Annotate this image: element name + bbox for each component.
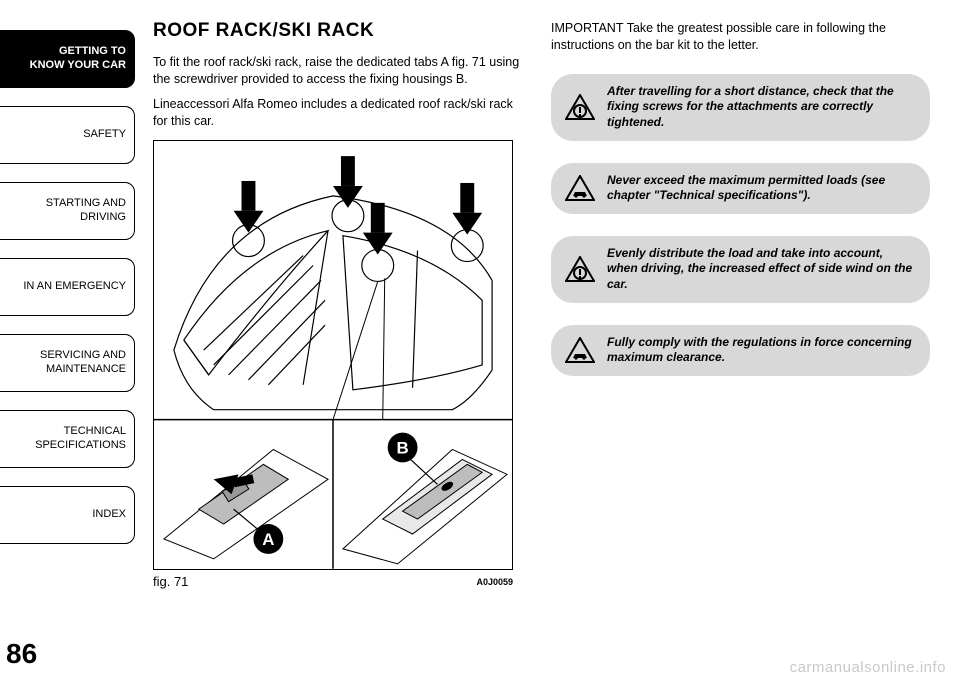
warning-info-icon <box>565 256 595 282</box>
page-number: 86 <box>0 638 135 676</box>
tab-label: TECHNICALSPECIFICATIONS <box>35 425 126 453</box>
callout: After travelling for a short distance, c… <box>551 74 930 141</box>
important-label: IMPORTANT <box>551 21 623 35</box>
tab-index[interactable]: INDEX <box>0 486 135 544</box>
paragraph: To fit the roof rack/ski rack, raise the… <box>153 54 523 88</box>
sidebar-tabs: GETTING TOKNOW YOUR CAR SAFETY STARTING … <box>0 30 135 638</box>
tab-servicing[interactable]: SERVICING ANDMAINTENANCE <box>0 334 135 392</box>
sidebar: GETTING TOKNOW YOUR CAR SAFETY STARTING … <box>0 0 135 686</box>
main-content: ROOF RACK/SKI RACK To fit the roof rack/… <box>135 0 960 686</box>
watermark: carmanualsonline.info <box>790 659 946 676</box>
paragraph: Lineaccessori Alfa Romeo includes a dedi… <box>153 96 523 130</box>
section-heading: ROOF RACK/SKI RACK <box>153 20 523 42</box>
callout-text: After travelling for a short distance, c… <box>607 84 914 131</box>
figure-illustration: A B <box>154 141 512 569</box>
right-column: IMPORTANT Take the greatest possible car… <box>551 20 930 676</box>
warning-car-icon <box>565 175 595 201</box>
tab-label: INDEX <box>92 508 126 522</box>
callout-text: Evenly distribute the load and take into… <box>607 246 914 293</box>
figure-label: fig. 71 <box>153 574 188 589</box>
tab-starting-driving[interactable]: STARTING ANDDRIVING <box>0 182 135 240</box>
tab-label: SAFETY <box>83 128 126 142</box>
figure-71: A B <box>153 140 513 570</box>
marker-b: B <box>397 438 409 457</box>
tab-safety[interactable]: SAFETY <box>0 106 135 164</box>
figure-code: A0J0059 <box>476 577 513 589</box>
figure-caption: fig. 71 A0J0059 <box>153 574 513 589</box>
tab-label: STARTING ANDDRIVING <box>46 197 126 225</box>
marker-a: A <box>262 529 274 548</box>
page: GETTING TOKNOW YOUR CAR SAFETY STARTING … <box>0 0 960 686</box>
tab-emergency[interactable]: IN AN EMERGENCY <box>0 258 135 316</box>
important-note: IMPORTANT Take the greatest possible car… <box>551 20 930 54</box>
tab-label: SERVICING ANDMAINTENANCE <box>40 349 126 377</box>
warning-car-icon <box>565 337 595 363</box>
callout-text: Fully comply with the regulations in for… <box>607 335 914 366</box>
warning-info-icon <box>565 94 595 120</box>
tab-label: GETTING TOKNOW YOUR CAR <box>30 45 126 73</box>
tab-label: IN AN EMERGENCY <box>23 280 126 294</box>
callout: Never exceed the maximum permitted loads… <box>551 163 930 214</box>
left-column: ROOF RACK/SKI RACK To fit the roof rack/… <box>153 20 523 676</box>
callout-text: Never exceed the maximum permitted loads… <box>607 173 914 204</box>
tab-tech-spec[interactable]: TECHNICALSPECIFICATIONS <box>0 410 135 468</box>
tab-getting-to-know[interactable]: GETTING TOKNOW YOUR CAR <box>0 30 135 88</box>
callout: Fully comply with the regulations in for… <box>551 325 930 376</box>
callout: Evenly distribute the load and take into… <box>551 236 930 303</box>
